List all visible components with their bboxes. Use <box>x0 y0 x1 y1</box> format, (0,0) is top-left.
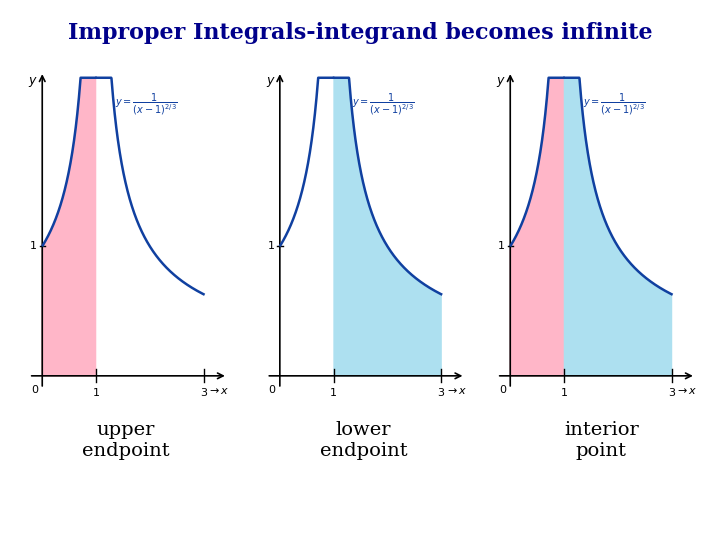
Polygon shape <box>564 78 672 376</box>
Text: 1: 1 <box>498 241 505 251</box>
Text: $y$: $y$ <box>496 75 506 89</box>
Text: $y = \dfrac{1}{(x-1)^{2/3}}$: $y = \dfrac{1}{(x-1)^{2/3}}$ <box>352 91 415 117</box>
FancyArrow shape <box>572 398 604 411</box>
Text: $y = \dfrac{1}{(x-1)^{2/3}}$: $y = \dfrac{1}{(x-1)^{2/3}}$ <box>582 91 646 117</box>
FancyArrow shape <box>55 398 91 411</box>
Text: $y$: $y$ <box>266 75 276 89</box>
Text: upper
endpoint: upper endpoint <box>82 421 170 460</box>
Text: Improper Integrals-integrand becomes infinite: Improper Integrals-integrand becomes inf… <box>68 22 652 44</box>
Text: 1: 1 <box>30 241 37 251</box>
FancyArrow shape <box>523 398 556 411</box>
Text: 0: 0 <box>499 385 506 395</box>
Text: lower
endpoint: lower endpoint <box>320 421 408 460</box>
Text: $\rightarrow x$: $\rightarrow x$ <box>675 386 698 396</box>
Text: 3: 3 <box>438 388 445 397</box>
Text: 1: 1 <box>267 241 274 251</box>
Text: 1: 1 <box>560 388 567 397</box>
Polygon shape <box>42 78 96 376</box>
Text: $y = \dfrac{1}{(x-1)^{2/3}}$: $y = \dfrac{1}{(x-1)^{2/3}}$ <box>114 91 178 117</box>
Text: $\rightarrow x$: $\rightarrow x$ <box>207 386 230 396</box>
Text: 0: 0 <box>31 385 38 395</box>
Text: $\rightarrow x$: $\rightarrow x$ <box>444 386 467 396</box>
Text: 3: 3 <box>200 388 207 397</box>
Text: 1: 1 <box>330 388 337 397</box>
Text: 3: 3 <box>668 388 675 397</box>
Polygon shape <box>334 78 441 376</box>
Text: 0: 0 <box>269 385 276 395</box>
Text: 1: 1 <box>92 388 99 397</box>
FancyArrow shape <box>339 398 374 411</box>
Text: $y$: $y$ <box>28 75 38 89</box>
Text: interior
point: interior point <box>564 421 639 460</box>
Polygon shape <box>510 78 564 376</box>
